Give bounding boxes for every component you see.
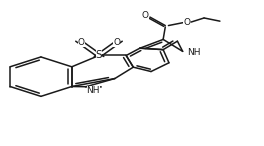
Text: S: S — [96, 51, 102, 60]
Text: NH: NH — [187, 48, 201, 57]
Text: O: O — [142, 11, 149, 20]
Text: O: O — [114, 38, 120, 47]
Text: O: O — [78, 38, 84, 47]
Text: O: O — [183, 18, 190, 27]
Text: NH: NH — [87, 86, 100, 95]
